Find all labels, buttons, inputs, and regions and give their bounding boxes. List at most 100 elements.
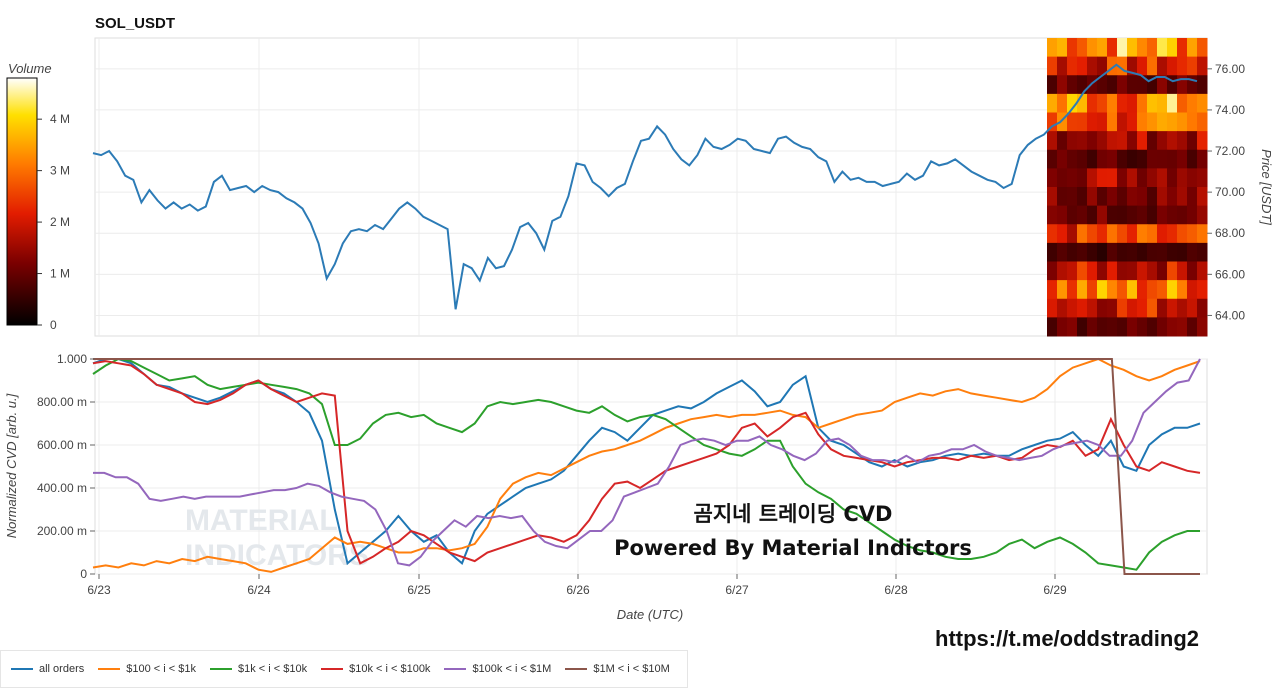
heatmap-cell <box>1177 56 1188 76</box>
legend-item[interactable]: $10k < i < $100k <box>321 663 430 675</box>
cvd-tick-label: 400.00 m <box>37 481 87 495</box>
heatmap-cell <box>1127 298 1138 318</box>
heatmap-cell <box>1177 280 1188 300</box>
heatmap-cell <box>1177 224 1188 244</box>
heatmap-cell <box>1137 112 1148 132</box>
heatmap-cell <box>1197 93 1208 113</box>
price-y-ticks: 64.00 66.00 68.00 70.00 72.00 74.00 76.00 <box>1207 62 1245 322</box>
heatmap-cell <box>1127 93 1138 113</box>
heatmap-cell <box>1157 242 1168 262</box>
heatmap-cell <box>1097 205 1108 225</box>
heatmap-cell <box>1147 224 1158 244</box>
heatmap-cell <box>1097 298 1108 318</box>
heatmap-cell <box>1167 93 1178 113</box>
heatmap-cell <box>1147 242 1158 262</box>
price-line <box>92 63 1198 310</box>
heatmap-cell <box>1117 168 1128 188</box>
heatmap-cell <box>1057 131 1068 151</box>
heatmap-cell <box>1077 149 1088 169</box>
heatmap-cell <box>1057 149 1068 169</box>
heatmap-cell <box>1047 280 1058 300</box>
heatmap-cell <box>1177 112 1188 132</box>
heatmap-cell <box>1167 112 1178 132</box>
heatmap-cell <box>1057 112 1068 132</box>
heatmap-cell <box>1187 261 1198 281</box>
heatmap-cell <box>1077 168 1088 188</box>
cvd-tick-label: 600.00 m <box>37 438 87 452</box>
legend-item[interactable]: $100 < i < $1k <box>98 663 196 675</box>
heatmap-cell <box>1137 298 1148 318</box>
heatmap-cell <box>1087 38 1098 58</box>
heatmap-cell <box>1187 149 1198 169</box>
heatmap-cell <box>1167 131 1178 151</box>
heatmap-cell <box>1147 261 1158 281</box>
legend-swatch <box>565 668 588 670</box>
heatmap-cell <box>1197 75 1208 95</box>
heatmap-cell <box>1077 298 1088 318</box>
heatmap-cell <box>1197 168 1208 188</box>
heatmap-cell <box>1147 298 1158 318</box>
legend-label: $1k < i < $10k <box>237 663 308 675</box>
heatmap-cell <box>1177 205 1188 225</box>
heatmap-cell <box>1067 56 1078 76</box>
heatmap-cell <box>1057 242 1068 262</box>
heatmap-cell <box>1167 38 1178 58</box>
heatmap-cell <box>1137 205 1148 225</box>
heatmap-cell <box>1107 298 1118 318</box>
heatmap-cell <box>1067 224 1078 244</box>
heatmap-cell <box>1047 205 1058 225</box>
heatmap-cell <box>1087 112 1098 132</box>
heatmap-cell <box>1187 112 1198 132</box>
legend-item[interactable]: $1k < i < $10k <box>209 663 308 675</box>
colorbar-tick-label: 2 M <box>50 215 70 229</box>
heatmap-cell <box>1057 298 1068 318</box>
heatmap-cell <box>1127 149 1138 169</box>
heatmap-cell <box>1087 261 1098 281</box>
heatmap-cell <box>1057 261 1068 281</box>
heatmap-cell <box>1107 187 1118 207</box>
legend-label: $1M < i < $10M <box>593 663 670 675</box>
heatmap-cell <box>1137 56 1148 76</box>
heatmap-cell <box>1067 149 1078 169</box>
heatmap-cell <box>1047 298 1058 318</box>
heatmap-cell <box>1147 317 1158 337</box>
heatmap-cell <box>1137 38 1148 58</box>
legend-item[interactable]: all orders <box>11 663 84 675</box>
legend-swatch <box>444 668 467 670</box>
colorbar-tick-label: 4 M <box>50 112 70 126</box>
cvd-line-5 <box>93 358 1200 575</box>
heatmap-cell <box>1117 317 1128 337</box>
heatmap-cell <box>1067 168 1078 188</box>
heatmap-cell <box>1197 280 1208 300</box>
heatmap-cell <box>1057 187 1068 207</box>
heatmap-cell <box>1147 112 1158 132</box>
heatmap-cell <box>1157 187 1168 207</box>
heatmap-cell <box>1067 261 1078 281</box>
heatmap-cell <box>1047 317 1058 337</box>
heatmap-cell <box>1047 149 1058 169</box>
heatmap-cell <box>1087 75 1098 95</box>
price-panel <box>94 37 1208 337</box>
heatmap-cell <box>1067 131 1078 151</box>
heatmap-cell <box>1137 224 1148 244</box>
heatmap-cell <box>1047 112 1058 132</box>
colorbar-ticks: 0 1 M 2 M 3 M 4 M <box>37 112 70 332</box>
legend-item[interactable]: $100k < i < $1M <box>444 663 551 675</box>
heatmap-cell <box>1157 93 1168 113</box>
heatmap-cell <box>1197 38 1208 58</box>
heatmap-cell <box>1167 168 1178 188</box>
heatmap-cell <box>1047 75 1058 95</box>
heatmap-cell <box>1077 242 1088 262</box>
cvd-series <box>92 357 1201 575</box>
heatmap-cell <box>1077 187 1088 207</box>
telegram-url[interactable]: https://t.me/oddstrading2 <box>935 626 1199 651</box>
heatmap-cell <box>1117 131 1128 151</box>
legend-swatch <box>321 668 344 670</box>
heatmap-cell <box>1167 205 1178 225</box>
legend-item[interactable]: $1M < i < $10M <box>565 663 670 675</box>
heatmap-cell <box>1087 317 1098 337</box>
heatmap-cell <box>1057 224 1068 244</box>
heatmap-cell <box>1167 261 1178 281</box>
heatmap-cell <box>1187 224 1198 244</box>
